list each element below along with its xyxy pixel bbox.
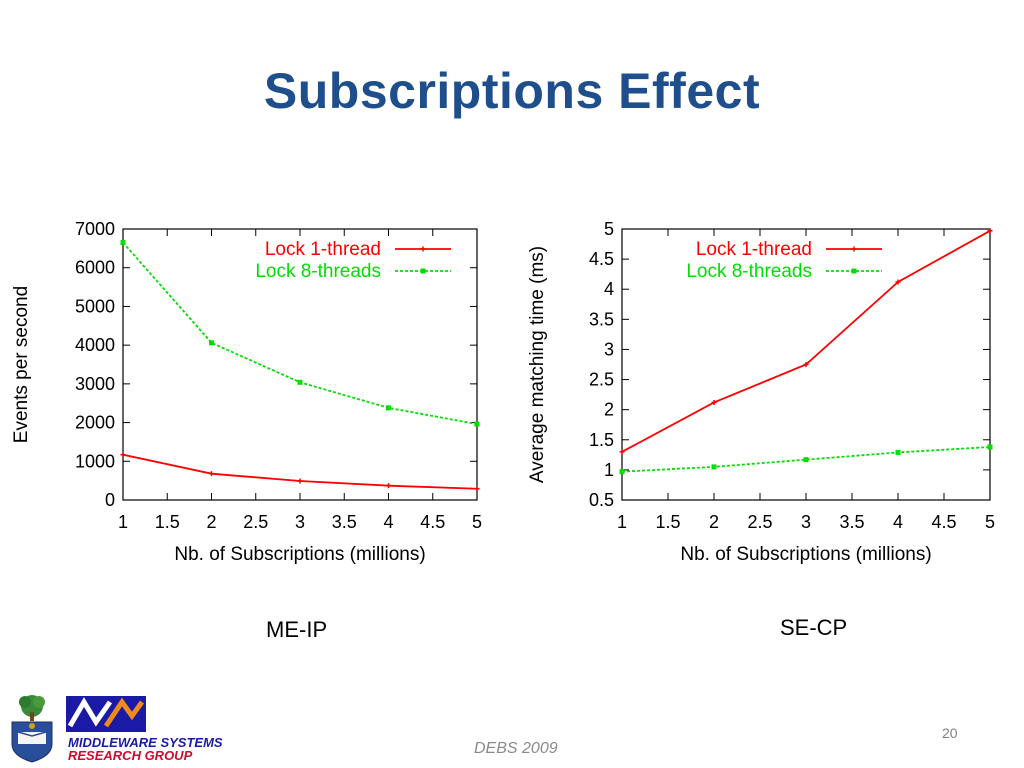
y-axis-label: Average matching time (ms) [527, 246, 548, 483]
x-tick-label: 5 [985, 512, 995, 532]
average-matching-time-chart: 1 1.5 2 2.5 3 3.5 4 4.5 50.511.522.533.544.55Nb.… [527, 219, 995, 565]
y-tick-label: 1.5 [589, 430, 614, 450]
legend-marker [420, 268, 426, 274]
x-tick-label: 1.5 [655, 512, 680, 532]
y-tick-label: 3000 [75, 374, 115, 394]
series-line-lock-1-thread [122, 453, 478, 490]
y-tick-label: 6000 [75, 258, 115, 278]
x-tick-label: 1 [617, 512, 627, 532]
y-tick-label: 4000 [75, 335, 115, 355]
logo-text-line2: RESEARCH GROUP [68, 748, 193, 763]
y-tick-label: 0.5 [589, 490, 614, 510]
university-crest-icon [11, 695, 53, 763]
y-tick-label: 0 [105, 490, 115, 510]
data-point [209, 340, 214, 346]
legend-label: Lock 8-threads [255, 261, 381, 282]
data-point [987, 444, 993, 450]
data-point [895, 449, 901, 455]
data-point [209, 471, 214, 477]
data-point [386, 483, 391, 489]
chart-caption-se-cp: SE-CP [780, 615, 848, 640]
data-point [297, 478, 303, 484]
legend-label: Lock 1-thread [696, 239, 812, 260]
logo-text-line1: MIDDLEWARE SYSTEMS [68, 735, 223, 750]
legend-marker [420, 246, 426, 252]
x-tick-label: 3.5 [332, 512, 357, 532]
x-tick-label: 4 [383, 512, 393, 532]
data-point [803, 457, 809, 463]
y-tick-label: 5 [604, 219, 614, 239]
data-point [386, 405, 391, 411]
y-tick-label: 3.5 [589, 309, 614, 329]
x-tick-label: 4.5 [420, 512, 445, 532]
legend-marker [851, 246, 857, 252]
x-tick-label: 2 [206, 512, 216, 532]
y-tick-label: 7000 [75, 219, 115, 239]
x-tick-label: 1.5 [155, 512, 180, 532]
legend-label: Lock 8-threads [686, 261, 812, 282]
x-axis-label: Nb. of Subscriptions (millions) [680, 544, 931, 565]
data-point [120, 240, 126, 246]
msrg-logo-icon [66, 696, 146, 732]
data-point [803, 362, 809, 367]
series-line-lock-8-threads [621, 446, 991, 473]
footer-conference: DEBS 2009 [474, 740, 558, 757]
y-tick-label: 3 [604, 339, 614, 359]
data-point [619, 469, 625, 475]
y-tick-label: 1000 [75, 451, 115, 471]
x-tick-label: 5 [472, 512, 482, 532]
data-point [987, 228, 993, 234]
chart-caption-me-ip: ME-IP [266, 617, 328, 642]
data-point [474, 486, 480, 492]
x-tick-label: 2.5 [747, 512, 772, 532]
y-tick-label: 4 [604, 279, 614, 299]
y-tick-label: 1 [604, 460, 614, 480]
legend-label: Lock 1-thread [265, 239, 381, 260]
data-point [120, 452, 126, 458]
x-tick-label: 3 [801, 512, 811, 532]
x-tick-label: 1 [118, 512, 128, 532]
x-tick-label: 2.5 [243, 512, 268, 532]
x-tick-label: 4.5 [931, 512, 956, 532]
y-axis-label: Events per second [11, 286, 32, 443]
data-point [895, 279, 901, 285]
page-number: 20 [942, 725, 958, 741]
y-tick-label: 2.5 [589, 370, 614, 390]
x-tick-label: 3.5 [839, 512, 864, 532]
legend-marker [851, 268, 857, 274]
y-tick-label: 2 [604, 400, 614, 420]
slide-title: Subscriptions Effect [263, 63, 761, 119]
data-point [711, 464, 717, 470]
y-tick-label: 2000 [75, 413, 115, 433]
data-point [619, 449, 625, 455]
x-tick-label: 3 [295, 512, 305, 532]
x-axis-label: Nb. of Subscriptions (millions) [174, 544, 425, 565]
data-point [711, 399, 717, 405]
data-point [474, 421, 480, 427]
x-tick-label: 2 [709, 512, 719, 532]
y-tick-label: 4.5 [589, 249, 614, 269]
x-tick-label: 4 [893, 512, 903, 532]
data-point [297, 379, 303, 385]
events-per-second-chart: 1 1.5 2 2.5 3 3.5 4 4.5 5 0 1000 2000 3000 4000 5000 60… [11, 219, 482, 565]
y-tick-label: 5000 [75, 296, 115, 316]
